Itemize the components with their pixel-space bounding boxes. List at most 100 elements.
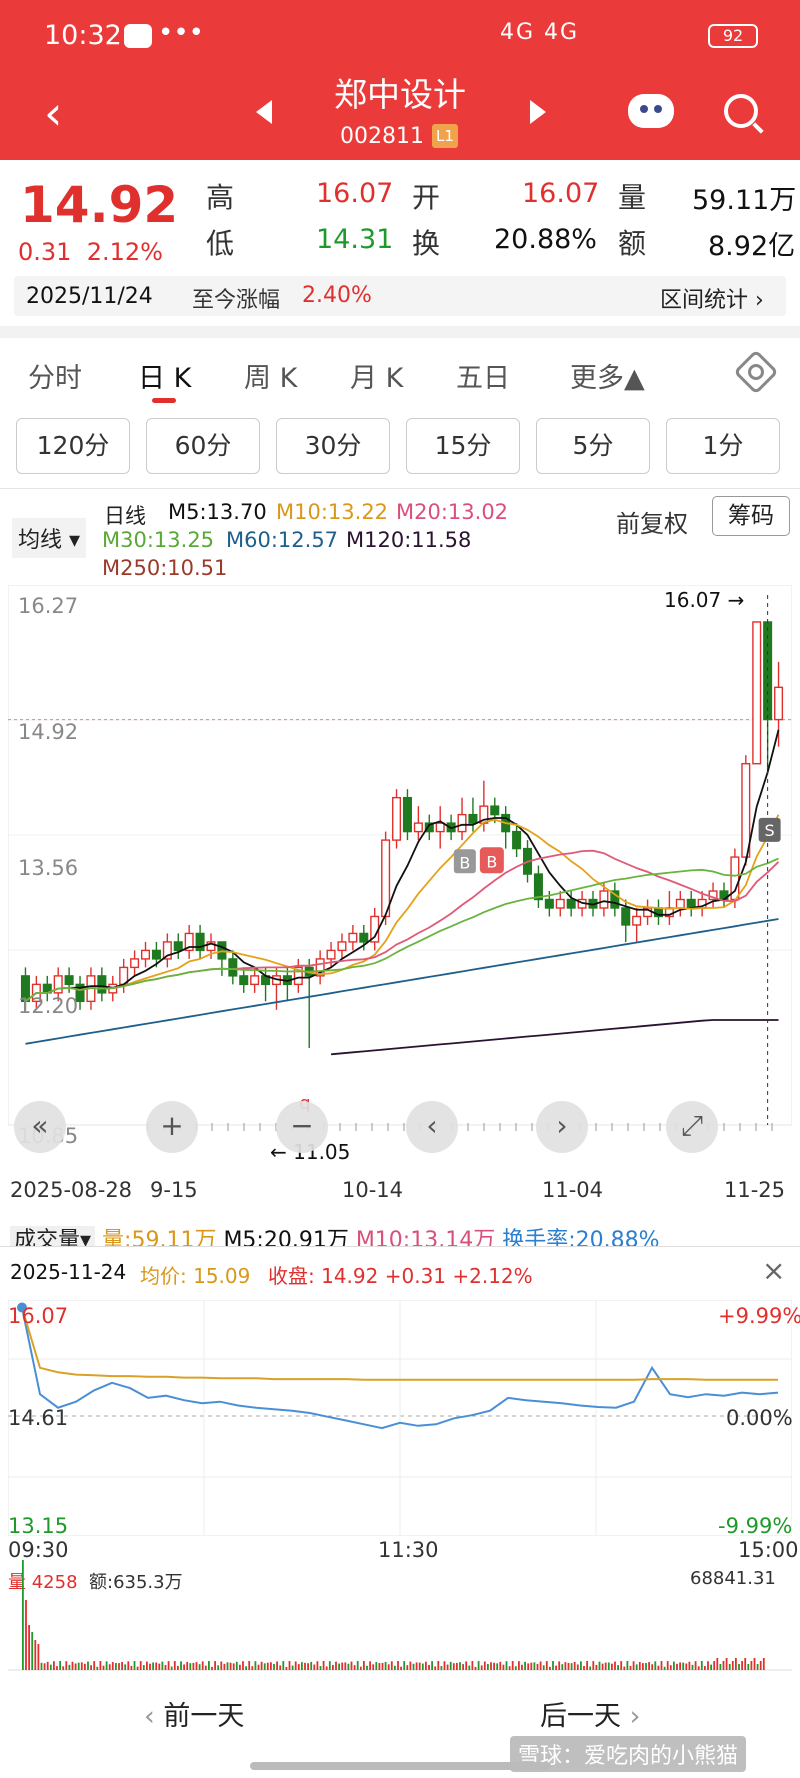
scroll-right-button[interactable]: › [536, 1101, 588, 1153]
volume-bar [400, 1666, 402, 1670]
period-30m[interactable]: 30分 [276, 418, 390, 474]
next-day-button[interactable]: 后一天 › [540, 1701, 641, 1732]
volume-bar [570, 1663, 573, 1670]
volume-bar [710, 1664, 712, 1670]
zoom-out-button[interactable]: − [276, 1101, 328, 1153]
volume-bar [741, 1661, 743, 1670]
volume-bar [549, 1666, 551, 1670]
price-change: 0.31 2.12% [18, 238, 163, 266]
volume-bar [56, 1666, 58, 1670]
period-5m[interactable]: 5分 [536, 418, 650, 474]
volume-bar [434, 1666, 437, 1670]
volume-bar [660, 1661, 663, 1670]
high-label: 高 [206, 181, 235, 214]
volume-bar [307, 1663, 309, 1670]
scroll-left-button[interactable]: ‹ [406, 1101, 458, 1153]
volume-bar [235, 1661, 238, 1670]
tab-daily-k[interactable]: 日 K [138, 363, 192, 394]
close-icon[interactable]: × [762, 1254, 786, 1287]
volume-bar [273, 1663, 275, 1670]
open-label: 开 [412, 181, 441, 214]
chip-distribution-button[interactable]: 筹码 [712, 496, 790, 536]
back-button[interactable]: ‹ [44, 86, 63, 140]
volume-bar [409, 1661, 412, 1670]
volume-bar [638, 1661, 641, 1670]
search-icon[interactable] [724, 94, 758, 128]
volume-bar [707, 1661, 709, 1670]
volume-bar [251, 1666, 254, 1670]
level-badge: L1 [432, 124, 458, 148]
prev-day-button[interactable]: ‹ 前一天 [144, 1701, 245, 1732]
popup-avg-value: 15.09 [193, 1264, 251, 1288]
period-1m[interactable]: 1分 [666, 418, 780, 474]
adjust-mode[interactable]: 前复权 [616, 510, 688, 538]
volume-bar [700, 1661, 703, 1670]
volume-bar [173, 1661, 176, 1670]
period-120m[interactable]: 120分 [16, 418, 130, 474]
volume-bar [394, 1665, 396, 1670]
volume-bar [99, 1661, 102, 1670]
candle-body [402, 796, 412, 833]
fullscreen-button[interactable]: ⤢ [666, 1101, 718, 1153]
ma10-label: M10:13.22 [276, 500, 389, 524]
x-tick-3: 10-14 [342, 1178, 404, 1202]
period-60m[interactable]: 60分 [146, 418, 260, 474]
robot-assistant-icon[interactable] [628, 94, 674, 128]
volume-bar [223, 1663, 226, 1670]
intraday-y-low: 13.15 [8, 1514, 69, 1538]
ma30-line [24, 857, 779, 1003]
volume-bar [657, 1665, 660, 1670]
home-indicator [250, 1762, 550, 1770]
volume-bar [341, 1662, 344, 1670]
volume-bar [468, 1665, 471, 1670]
tab-five-day[interactable]: 五日 [456, 363, 510, 394]
range-stats-link[interactable]: 区间统计 › [660, 288, 764, 313]
volume-bar [111, 1662, 114, 1670]
tab-more[interactable]: 更多▲ [570, 363, 645, 394]
kline-chart[interactable]: BBSq [8, 585, 792, 1157]
prev-stock-icon[interactable] [256, 100, 272, 124]
candle-body [293, 966, 303, 986]
battery-icon: 92 [708, 24, 758, 48]
tab-weekly-k[interactable]: 周 K [244, 363, 298, 394]
volume-value: 59.11万 [692, 185, 797, 216]
ma30-label: M30:13.25 [102, 528, 215, 552]
volume-bar [139, 1661, 142, 1670]
volume-bar [446, 1664, 449, 1670]
turnover-label: 换 [412, 227, 441, 260]
tab-intraday[interactable]: 分时 [28, 363, 82, 394]
volume-bar [183, 1664, 185, 1670]
candle-body [599, 890, 609, 909]
turnover-value: 20.88% [494, 224, 597, 255]
volume-bar [133, 1661, 136, 1670]
volume-bar [688, 1661, 691, 1670]
volume-bar [102, 1665, 105, 1670]
intraday-chart[interactable] [8, 1300, 792, 1536]
volume-bar [731, 1661, 734, 1670]
volume-bar [164, 1665, 167, 1670]
zoom-out-left-button[interactable]: « [14, 1101, 66, 1153]
period-15m[interactable]: 15分 [406, 418, 520, 474]
tab-monthly-k[interactable]: 月 K [350, 363, 404, 394]
ma20-label: M20:13.02 [396, 500, 509, 524]
ivol-max: 68841.31 [690, 1568, 776, 1589]
y-tick-4: 12.20 [18, 994, 79, 1018]
ma-selector[interactable]: 均线 ▾ [12, 518, 87, 558]
volume-bar [524, 1661, 526, 1670]
volume-bar [477, 1661, 480, 1670]
volume-bar [756, 1664, 759, 1670]
volume-bar [124, 1664, 127, 1670]
candle-body [424, 822, 434, 833]
x-tick-5: 11-25 [724, 1178, 786, 1202]
volume-bar [31, 1632, 34, 1670]
volume-bar [77, 1662, 80, 1670]
zoom-in-button[interactable]: + [146, 1101, 198, 1153]
volume-bar [521, 1664, 523, 1670]
volume-bar [301, 1662, 303, 1670]
next-stock-icon[interactable] [530, 100, 546, 124]
popup-avg: 均价: 15.09 [140, 1260, 250, 1289]
volume-bar [462, 1664, 464, 1670]
divider-band [0, 326, 800, 338]
volume-bar [704, 1666, 706, 1670]
stock-code: 002811 [340, 124, 424, 149]
